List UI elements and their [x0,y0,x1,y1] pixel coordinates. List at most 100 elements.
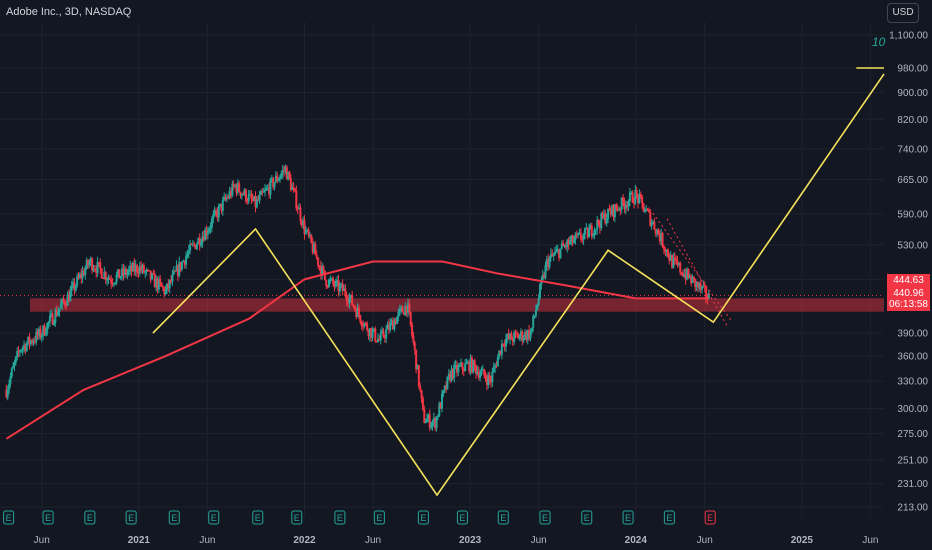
earnings-marker-label: E [171,513,177,523]
candle-body [232,183,235,187]
candle-body [47,321,50,324]
candle-body [273,182,276,188]
candle-body [702,285,705,287]
candle-body [378,338,381,341]
candle-body [307,229,310,236]
candle-body [70,285,73,291]
candle-body [585,227,588,229]
candle-body [696,282,699,288]
candle-body [80,274,83,278]
candle-body [485,378,488,386]
candle-body [457,366,460,373]
y-tick-label: 740.00 [897,144,928,155]
earnings-marker-label: E [87,513,93,523]
candle-body [137,272,140,274]
candle-body [319,265,322,276]
earnings-marker: E [334,510,346,525]
candle-body [311,242,314,253]
candle-body [468,361,471,372]
candle-body [611,205,614,215]
candle-body [549,253,552,258]
earnings-marker-label: E [255,513,261,523]
candle-body [161,286,164,288]
candle-body [631,192,634,203]
candle-body [265,188,268,190]
candle-body [231,183,234,196]
candle-body [473,360,476,366]
candle-body [703,285,706,287]
candle-body [43,325,46,336]
candle-body [190,243,193,245]
candle-body [519,331,522,337]
candle-body [144,271,147,273]
candle-body [164,290,167,295]
candle-body [381,330,384,333]
candle-body [123,269,126,275]
candle-body [336,280,339,282]
candle-body [431,421,434,426]
candle-body [235,185,238,193]
candle-body [623,202,626,209]
candle-body [521,331,524,341]
candle-body [656,229,659,234]
candle-body [317,257,320,266]
earnings-marker: E [373,510,385,525]
candle-body [171,274,174,282]
candle-body [593,229,596,236]
candle-body [333,283,336,287]
candle-body [156,278,159,290]
candle-body [586,227,589,238]
candle-body [510,333,513,340]
candle-body [126,272,129,276]
candle-body [243,189,246,195]
candle-body [182,260,185,262]
candle-body [217,206,220,218]
currency-button[interactable]: USD [887,3,919,23]
candle-body [529,331,532,339]
candle-body [74,285,77,291]
candle-body [303,220,306,234]
candle-body [491,371,494,383]
candle-body [533,315,536,317]
candle-body [295,190,298,209]
candle-body [413,342,416,350]
y-tick-label: 275.00 [897,429,928,440]
candle-body [654,229,657,234]
candle-body [603,213,606,218]
candle-body [455,364,458,373]
candle-body [172,271,175,275]
candle-body [536,304,539,311]
candle-body [579,232,582,240]
candle-body [362,325,365,327]
candle-body [492,367,495,372]
candle-body [308,234,311,236]
candle-body [242,193,245,195]
candle-body [558,249,561,259]
candle-body [649,211,652,226]
candle-body [372,328,375,331]
candle-body [638,193,641,203]
candle-body [626,204,629,207]
candle-body [246,201,249,203]
candle-body [148,270,151,272]
candle-body [250,194,253,199]
candle-body [65,304,68,306]
earnings-marker-box [417,510,429,525]
candle-body [197,238,200,244]
candle-body [522,338,525,341]
candle-body [206,231,209,235]
candle-body [118,269,121,279]
candle-body [40,335,43,338]
candle-body [257,199,260,201]
candle-body [563,245,566,247]
candle-body [212,214,215,219]
candle-body [114,282,117,284]
candle-body [472,360,475,373]
candle-body [475,365,478,374]
last-price-tag: 444.63 [887,274,930,287]
candle-body [385,329,388,339]
candle-body [511,339,514,342]
candle-body [465,363,468,365]
candle-body [367,330,370,337]
